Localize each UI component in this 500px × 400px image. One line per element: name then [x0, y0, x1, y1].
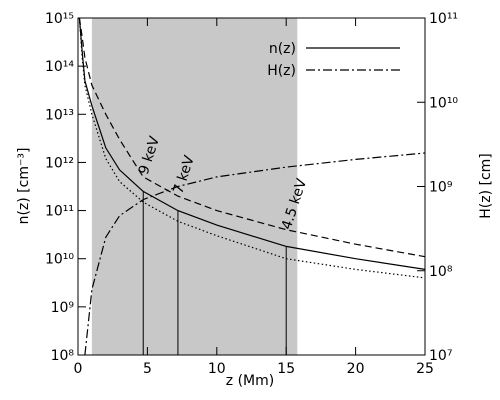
x-tick-label: 20 — [347, 361, 365, 377]
y-tick-label: 10⁸ — [51, 348, 75, 364]
x-tick-label: 0 — [74, 361, 83, 377]
x-tick-label: 15 — [277, 361, 295, 377]
y2-tick-label: 10¹¹ — [429, 11, 458, 27]
x-tick-label: 10 — [208, 361, 226, 377]
y2-tick-label: 10⁸ — [429, 264, 453, 280]
series-line — [78, 17, 426, 270]
legend-label: H(z) — [267, 63, 296, 79]
legend-label: n(z) — [269, 41, 296, 57]
x-axis-label: z (Mm) — [226, 373, 274, 389]
y2-axis-label: H(z) [cm] — [478, 153, 494, 219]
shaded-region — [91, 18, 298, 355]
y-tick-label: 10⁹ — [51, 300, 75, 316]
x-tick-label: 25 — [416, 361, 434, 377]
series-line — [84, 152, 426, 356]
y-tick-label: 10¹² — [45, 155, 74, 171]
x-tick-label: 5 — [143, 361, 152, 377]
y2-tick-label: 10⁷ — [429, 348, 452, 364]
y-tick-label: 10¹¹ — [45, 204, 74, 220]
y-tick-label: 10¹³ — [45, 107, 74, 123]
y-axis-label: n(z) [cm⁻³] — [16, 148, 32, 225]
y-tick-label: 10¹⁵ — [45, 11, 74, 27]
series-line — [78, 17, 426, 258]
y2-tick-label: 10⁹ — [429, 180, 453, 196]
y-tick-label: 10¹⁰ — [45, 252, 74, 268]
y2-tick-label: 10¹⁰ — [429, 95, 458, 111]
y-tick-label: 10¹⁴ — [45, 59, 74, 75]
plot-frame — [77, 17, 426, 356]
